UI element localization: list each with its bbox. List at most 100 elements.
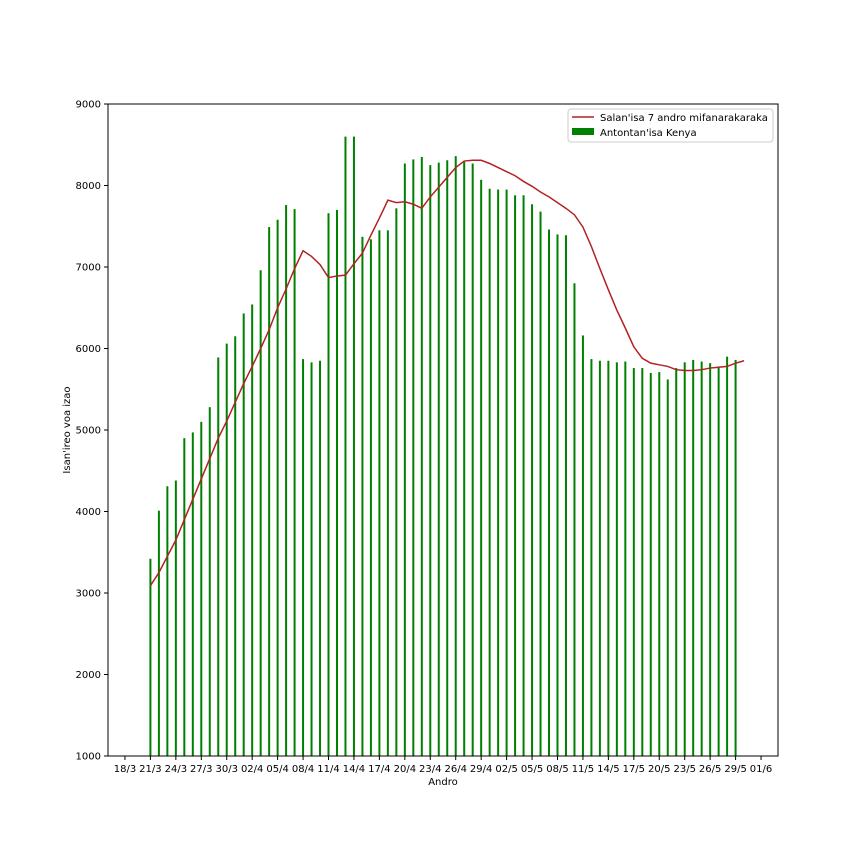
bar <box>573 283 576 756</box>
bar <box>564 235 567 757</box>
y-tick-label: 5000 <box>76 426 101 437</box>
y-axis: 1000 2000 3000 4000 5000 6000 7000 8000 9000 <box>76 100 108 763</box>
bar <box>157 510 160 756</box>
x-axis: 18/3 21/3 24/3 27/3 30/3 02/4 05/4 08/4 11/4 14/4… <box>114 756 772 775</box>
x-tick-label: 20/5 <box>648 764 670 775</box>
y-tick-label: 9000 <box>76 100 101 111</box>
bar <box>488 188 491 756</box>
legend: Salan'isa 7 andro mifanarakaraka Antonta… <box>567 108 774 143</box>
bar <box>471 163 474 756</box>
x-tick-label: 17/5 <box>623 764 645 775</box>
bar <box>632 368 635 756</box>
y-tick-label: 6000 <box>76 344 101 355</box>
bar <box>369 239 372 757</box>
bar <box>183 438 186 756</box>
bar <box>497 189 500 756</box>
bar <box>259 270 262 756</box>
bar <box>327 213 330 756</box>
bar <box>302 359 305 756</box>
x-tick-label: 11/5 <box>572 764 594 775</box>
legend-line-label: Salan'isa 7 andro mifanarakaraka <box>600 113 768 124</box>
bar <box>293 209 296 756</box>
x-tick-label: 23/5 <box>673 764 695 775</box>
bar <box>403 163 406 756</box>
bar <box>531 204 534 756</box>
x-tick-label: 08/4 <box>292 764 314 775</box>
x-tick-label: 23/4 <box>419 764 441 775</box>
x-tick-label: 29/4 <box>470 764 492 775</box>
bar <box>539 211 542 756</box>
x-tick-label: 17/4 <box>368 764 390 775</box>
bar <box>675 368 678 756</box>
bar <box>285 205 288 756</box>
plot-area <box>149 136 745 757</box>
bar <box>395 208 398 756</box>
x-tick-label: 14/4 <box>343 764 365 775</box>
y-tick-label: 7000 <box>76 263 101 274</box>
bar <box>225 343 228 756</box>
bar <box>556 234 559 756</box>
bar <box>200 421 203 756</box>
bar <box>276 219 279 757</box>
bar <box>726 356 729 756</box>
bar <box>378 230 381 756</box>
x-tick-label: 05/5 <box>521 764 543 775</box>
x-tick-label: 08/5 <box>546 764 568 775</box>
bar <box>649 372 652 756</box>
bar <box>709 363 712 756</box>
bar <box>429 165 432 757</box>
bar <box>174 480 177 756</box>
y-tick-label: 1000 <box>76 752 101 763</box>
bar <box>590 359 593 756</box>
bar <box>624 361 627 756</box>
bar <box>463 161 466 756</box>
bar <box>548 229 551 756</box>
x-tick-label: 27/3 <box>190 764 212 775</box>
bar <box>734 359 737 756</box>
y-tick-label: 4000 <box>76 507 101 518</box>
bar <box>420 156 423 757</box>
bar <box>607 360 610 756</box>
x-tick-label: 26/4 <box>444 764 466 775</box>
bar <box>505 189 508 756</box>
x-tick-label: 26/5 <box>699 764 721 775</box>
bar <box>641 368 644 756</box>
x-tick-label: 29/5 <box>724 764 746 775</box>
bar <box>166 486 169 756</box>
bar <box>191 432 194 756</box>
bar <box>208 407 211 756</box>
bar <box>149 558 152 756</box>
bar <box>335 209 338 756</box>
bar <box>268 227 271 756</box>
x-tick-label: 18/3 <box>114 764 136 775</box>
bar <box>683 362 686 756</box>
bar <box>598 360 601 756</box>
bar <box>454 156 457 756</box>
bar <box>386 230 389 756</box>
y-axis-label: Isan'ireo voa izao <box>62 386 73 473</box>
y-tick-label: 2000 <box>76 670 101 681</box>
bar <box>251 304 254 756</box>
x-tick-label: 30/3 <box>215 764 237 775</box>
legend-box <box>567 108 774 143</box>
bar <box>310 362 313 756</box>
y-tick-label: 3000 <box>76 589 101 600</box>
x-tick-label: 21/3 <box>139 764 161 775</box>
bar <box>361 236 364 757</box>
legend-bar-swatch <box>572 128 594 135</box>
bar <box>717 366 720 756</box>
bar <box>480 179 483 757</box>
bar <box>217 357 220 756</box>
bar <box>692 359 695 756</box>
plot-frame <box>107 103 779 757</box>
bar <box>658 372 661 756</box>
bar <box>581 335 584 756</box>
bar <box>319 360 322 756</box>
x-tick-label: 24/3 <box>165 764 187 775</box>
x-tick-label: 05/4 <box>266 764 288 775</box>
bar <box>522 195 525 756</box>
x-tick-label: 01/6 <box>750 764 772 775</box>
bar <box>352 136 355 757</box>
x-tick-label: 20/4 <box>394 764 416 775</box>
